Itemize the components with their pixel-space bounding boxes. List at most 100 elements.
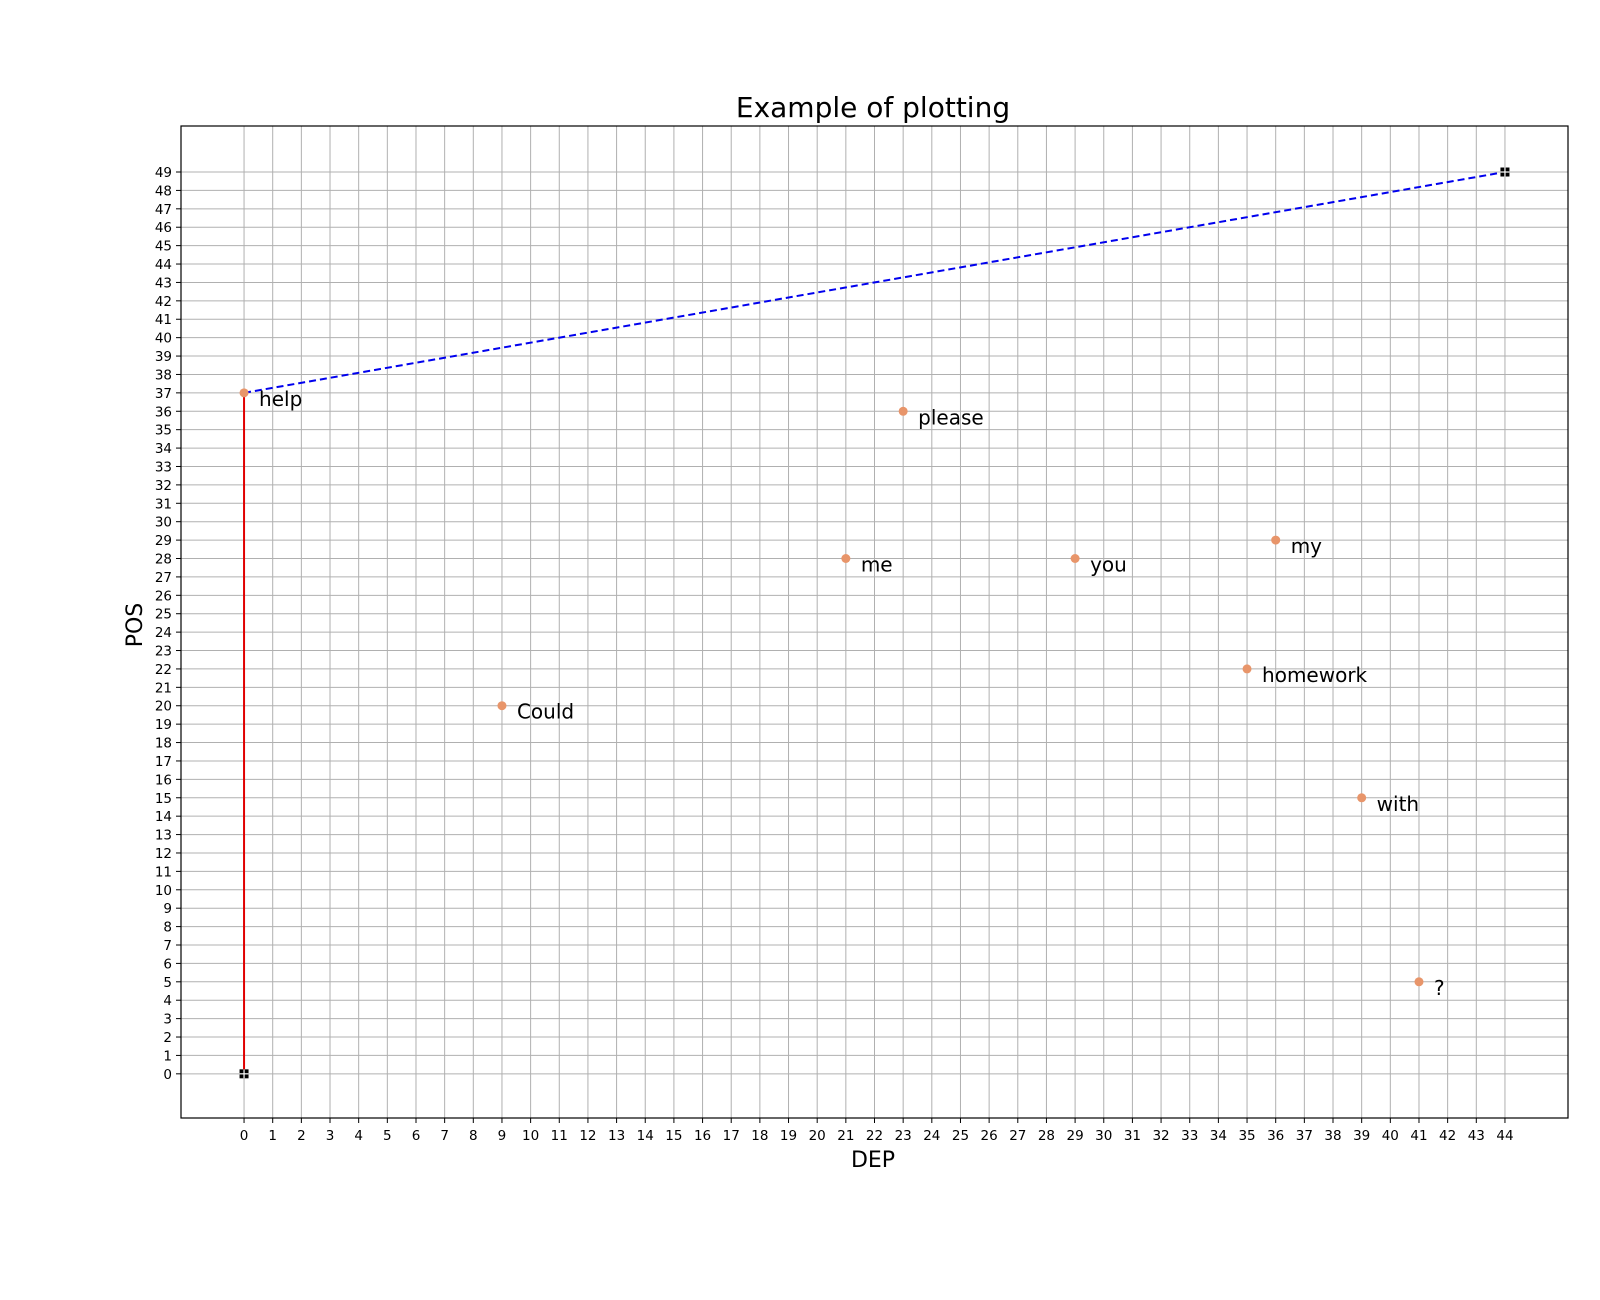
x-tick-label: 18 (751, 1128, 768, 1144)
y-tick-label: 22 (155, 662, 172, 678)
x-tick-label: 8 (469, 1128, 478, 1144)
x-tick-label: 37 (1296, 1128, 1313, 1144)
point-label: homework (1262, 663, 1368, 687)
x-tick-label: 36 (1267, 1128, 1284, 1144)
y-tick-label: 48 (155, 183, 172, 199)
x-tick-label: 15 (665, 1128, 682, 1144)
point-label: please (918, 405, 984, 429)
x-tick-label: 17 (723, 1128, 740, 1144)
y-tick-label: 4 (163, 993, 172, 1009)
x-tick-label: 28 (1038, 1128, 1055, 1144)
y-tick-label: 10 (155, 883, 172, 899)
y-tick-label: 15 (155, 791, 172, 807)
y-tick-label: 19 (155, 717, 172, 733)
y-tick-label: 44 (155, 257, 172, 273)
y-tick-label: 21 (155, 680, 172, 696)
x-tick-label: 16 (694, 1128, 711, 1144)
y-tick-label: 1 (163, 1048, 172, 1064)
dashed-line (243, 171, 1506, 394)
data-points (239, 167, 1510, 1079)
y-tick-label: 32 (155, 478, 172, 494)
y-tick-label: 39 (155, 349, 172, 365)
y-tick-label: 31 (155, 496, 172, 512)
x-tick-label: 6 (412, 1128, 421, 1144)
y-tick-label: 34 (155, 441, 172, 457)
y-tick-label: 0 (163, 1067, 172, 1083)
x-tick-label: 13 (608, 1128, 625, 1144)
y-tick-label: 47 (155, 202, 172, 218)
x-tick-label: 30 (1095, 1128, 1112, 1144)
y-tick-label: 49 (155, 165, 172, 181)
y-tick-label: 13 (155, 828, 172, 844)
y-tick-label: 36 (155, 404, 172, 420)
y-axis-label: POS (123, 603, 148, 648)
x-tick-label: 39 (1353, 1128, 1370, 1144)
x-tick-label: 41 (1410, 1128, 1427, 1144)
x-tick-label: 34 (1210, 1128, 1227, 1144)
x-tick-label: 20 (809, 1128, 826, 1144)
data-point (1357, 793, 1367, 803)
x-tick-label: 42 (1439, 1128, 1456, 1144)
y-tick-label: 33 (155, 459, 172, 475)
point-label: ? (1434, 976, 1445, 1000)
x-tick-label: 4 (354, 1128, 363, 1144)
point-label: my (1291, 534, 1322, 558)
x-tick-label: 35 (1238, 1128, 1255, 1144)
x-tick-label: 22 (866, 1128, 883, 1144)
y-tick-label: 16 (155, 772, 172, 788)
point-label: with (1377, 792, 1419, 816)
data-point (1242, 664, 1252, 674)
data-point (841, 554, 851, 564)
grid (181, 126, 1568, 1118)
y-tick-label: 14 (155, 809, 172, 825)
data-point (1271, 535, 1281, 545)
x-tick-label: 7 (440, 1128, 449, 1144)
y-tick-label: 28 (155, 552, 172, 568)
y-tick-label: 37 (155, 386, 172, 402)
x-tick-label: 19 (780, 1128, 797, 1144)
x-axis-label: DEP (851, 1148, 895, 1173)
y-tick-label: 38 (155, 367, 172, 383)
x-tick-label: 32 (1152, 1128, 1169, 1144)
x-tick-label: 26 (981, 1128, 998, 1144)
axis-ticks: 0 1 2 3 4 5 6 7 8 9 10 11 12 13 14 15 16 17 18 19 20 21 22 23 24… (155, 165, 1514, 1144)
series-lines (243, 171, 1506, 1074)
point-label: you (1090, 553, 1127, 577)
x-tick-label: 43 (1468, 1128, 1485, 1144)
x-tick-label: 9 (498, 1128, 507, 1144)
x-tick-label: 10 (522, 1128, 539, 1144)
y-tick-label: 12 (155, 846, 172, 862)
x-tick-label: 33 (1181, 1128, 1198, 1144)
y-tick-label: 25 (155, 607, 172, 623)
y-tick-label: 11 (155, 864, 172, 880)
x-tick-label: 27 (1009, 1128, 1026, 1144)
y-tick-label: 42 (155, 294, 172, 310)
x-tick-label: 29 (1067, 1128, 1084, 1144)
y-tick-label: 26 (155, 588, 172, 604)
y-tick-label: 8 (163, 920, 172, 936)
y-tick-label: 23 (155, 644, 172, 660)
y-tick-label: 2 (163, 1030, 172, 1046)
point-labels: help Could me please you homework my with? (259, 387, 1445, 1000)
y-tick-label: 7 (163, 938, 172, 954)
x-tick-label: 38 (1324, 1128, 1341, 1144)
x-tick-label: 2 (297, 1128, 306, 1144)
x-tick-label: 25 (952, 1128, 969, 1144)
x-tick-label: 40 (1382, 1128, 1399, 1144)
y-tick-label: 40 (155, 331, 172, 347)
y-tick-label: 30 (155, 515, 172, 531)
x-tick-label: 1 (268, 1128, 277, 1144)
y-tick-label: 46 (155, 220, 172, 236)
data-point (1070, 554, 1080, 564)
x-tick-label: 14 (637, 1128, 654, 1144)
x-tick-label: 23 (895, 1128, 912, 1144)
y-tick-label: 9 (163, 901, 172, 917)
point-label: Could (517, 700, 574, 724)
x-tick-label: 0 (240, 1128, 249, 1144)
data-point (497, 701, 507, 711)
point-label: help (259, 387, 302, 411)
x-tick-label: 44 (1496, 1128, 1513, 1144)
data-point (898, 406, 908, 416)
y-tick-label: 24 (155, 625, 172, 641)
